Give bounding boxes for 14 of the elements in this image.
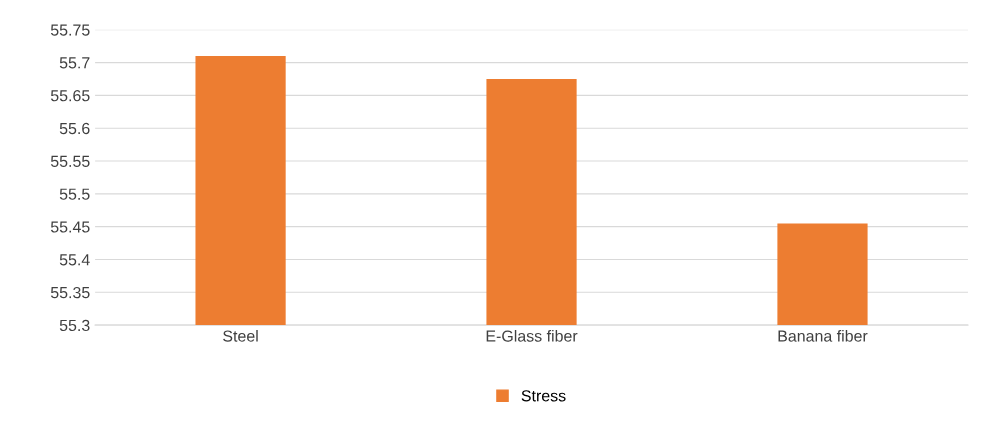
y-tick-label: 55.55 bbox=[50, 155, 90, 167]
x-tick-label: Steel bbox=[223, 329, 258, 342]
x-tick-label: E-Glass fiber bbox=[486, 329, 578, 342]
legend-label: Stress bbox=[521, 390, 566, 402]
x-tick-label: Banana fiber bbox=[778, 329, 868, 342]
y-tick-label: 55.45 bbox=[50, 221, 90, 233]
y-tick-label: 55.6 bbox=[59, 122, 90, 135]
y-tick-label: 55.7 bbox=[59, 57, 90, 69]
y-tick-label: 55.5 bbox=[59, 188, 90, 200]
y-tick-label: 55.65 bbox=[50, 90, 90, 102]
y-tick-label: 55.4 bbox=[59, 254, 90, 266]
y-tick-label: 55.75 bbox=[50, 24, 90, 36]
y-tick-label: 55.3 bbox=[59, 319, 90, 332]
y-tick-label: 55.35 bbox=[50, 286, 90, 299]
